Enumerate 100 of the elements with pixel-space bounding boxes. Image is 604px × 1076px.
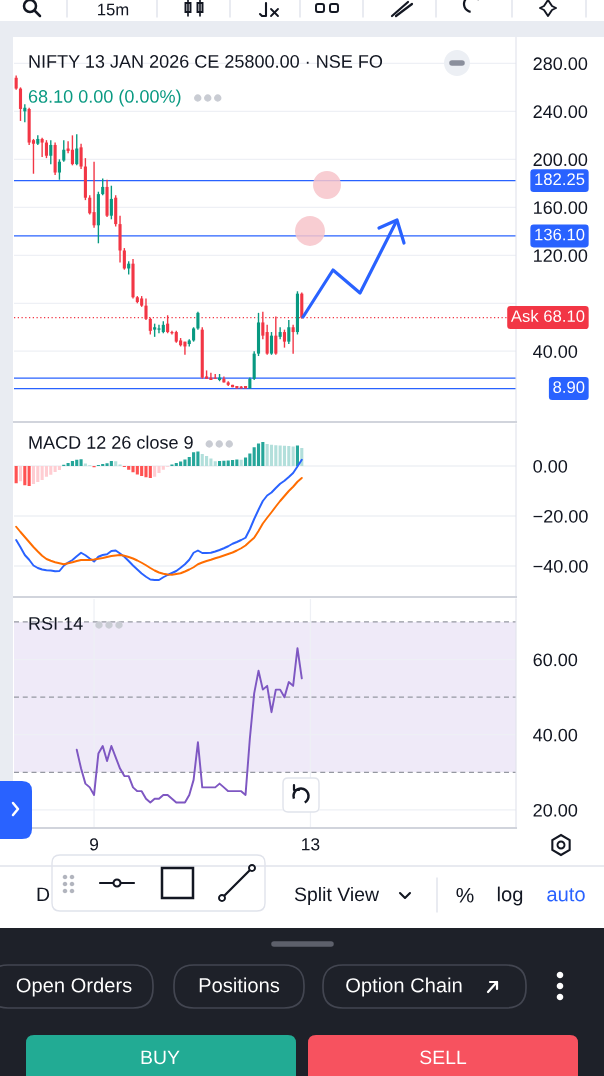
bar (44, 466, 49, 477)
line-series (15, 458, 303, 581)
candlestick (122, 247, 126, 271)
text: Open Orders (16, 977, 132, 997)
bar (127, 466, 131, 470)
bar (192, 452, 196, 466)
bar (196, 451, 200, 466)
bar (243, 457, 248, 466)
ref-line-label: 136.10 (535, 228, 585, 241)
ref-line-label: Ask 68.10 (510, 309, 585, 323)
text: Split View (294, 886, 380, 906)
bar (148, 466, 152, 478)
y-tick-label: 240.00 (533, 105, 588, 119)
bar (282, 445, 287, 466)
bar (230, 460, 235, 466)
line-series (75, 647, 303, 804)
y-tick-label: 40.00 (533, 345, 578, 358)
bar (49, 466, 53, 475)
bar (157, 466, 161, 473)
y-tick-label: 160.00 (534, 201, 588, 215)
bar (53, 466, 57, 472)
bar (161, 466, 165, 470)
candlestick (57, 158, 61, 181)
text: BUY (141, 1050, 180, 1065)
text: % (456, 887, 474, 903)
y-tick-label: 20.00 (533, 803, 578, 817)
text: auto (547, 888, 585, 902)
bar (287, 446, 291, 466)
bar (213, 461, 217, 466)
bar (36, 466, 40, 482)
ref-line-label: 8.90 (553, 381, 585, 394)
x-tick-label: 9 (90, 838, 99, 851)
candlestick (109, 185, 113, 221)
bar (261, 442, 265, 466)
bar (278, 445, 282, 466)
bar (57, 466, 61, 470)
candlestick (269, 331, 274, 356)
bar (222, 460, 226, 466)
y-tick-label: 60.00 (533, 653, 578, 667)
text: MACD 12 26 close 9 (29, 435, 193, 449)
bar (66, 463, 70, 466)
bar (135, 466, 139, 475)
bar (183, 459, 187, 466)
bar (269, 444, 274, 466)
bar (79, 459, 83, 466)
candlestick (62, 139, 66, 163)
candlestick (18, 86, 23, 122)
text: Option Chain (346, 977, 462, 997)
candlestick (287, 319, 291, 345)
bar (200, 454, 204, 466)
ref-line-label: 182.25 (535, 173, 585, 186)
text: NIFTY 13 JAN 2026 CE 25800.00 · NSE FO (29, 55, 383, 68)
bar (23, 466, 27, 486)
text: 15m (98, 3, 129, 16)
candlestick (79, 143, 83, 170)
bar (218, 461, 222, 466)
y-tick-label: −20.00 (533, 509, 588, 523)
bar (140, 466, 144, 476)
bar (31, 466, 36, 484)
bar (105, 463, 109, 466)
line-series (15, 477, 303, 576)
text: log (497, 886, 523, 906)
y-tick-label: 0.00 (533, 459, 568, 473)
bar (75, 459, 79, 466)
bar (18, 466, 23, 482)
bar (235, 459, 239, 466)
bar (40, 466, 44, 480)
bar (205, 456, 209, 466)
candlestick (300, 291, 304, 320)
bar (239, 459, 243, 466)
text: SELL (420, 1050, 467, 1065)
candlestick (92, 161, 96, 229)
bar (274, 445, 278, 466)
y-tick-label: 200.00 (533, 153, 588, 167)
bar (131, 466, 135, 473)
bar (27, 466, 31, 486)
bar (209, 458, 213, 466)
candlestick (265, 324, 269, 356)
candlestick (49, 139, 53, 165)
bar (252, 447, 256, 466)
text: RSI 14 (29, 617, 83, 630)
bar (144, 466, 148, 478)
bar (114, 461, 118, 466)
y-tick-label: 40.00 (533, 728, 578, 742)
candlestick (88, 194, 92, 216)
bar (70, 461, 74, 466)
candlestick (157, 324, 161, 334)
candlestick (40, 137, 44, 158)
y-tick-label: 120.00 (534, 249, 588, 263)
candlestick (291, 324, 295, 355)
bar (174, 463, 178, 466)
candlestick (75, 133, 79, 167)
bar (265, 444, 269, 466)
bar (153, 466, 157, 477)
y-tick-label: 280.00 (533, 57, 588, 71)
bar (109, 461, 113, 466)
text: Positions (199, 977, 280, 993)
bar (14, 466, 18, 484)
x-tick-label: 13 (302, 838, 320, 851)
y-tick-label: −40.00 (533, 559, 588, 573)
